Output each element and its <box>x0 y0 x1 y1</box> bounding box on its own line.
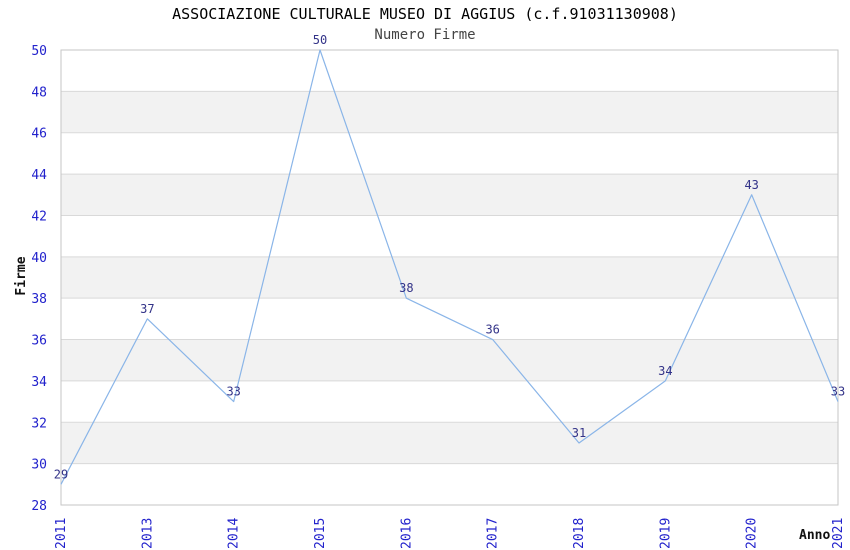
plot-band <box>61 422 838 464</box>
data-point-label: 37 <box>140 302 154 316</box>
x-tick-label: 2020 <box>745 518 760 549</box>
data-point-label: 33 <box>226 385 240 399</box>
data-point-label: 31 <box>572 426 586 440</box>
x-tick-label: 2017 <box>486 518 501 549</box>
data-point-label: 43 <box>744 178 758 192</box>
series-line <box>60 49 839 485</box>
plot-band <box>61 256 838 299</box>
y-tick-label: 32 <box>31 416 47 431</box>
data-point-label: 38 <box>399 281 413 295</box>
plot-border <box>60 49 839 506</box>
y-tick-label: 42 <box>31 209 47 224</box>
data-point-label: 29 <box>54 467 68 481</box>
x-tick-label: 2014 <box>227 518 242 549</box>
y-tick-label: 40 <box>31 251 47 266</box>
y-tick-label: 46 <box>31 127 47 142</box>
plot-band <box>61 174 838 216</box>
plot-band <box>61 91 838 133</box>
y-tick-label: 28 <box>31 499 47 514</box>
x-tick-label: 2011 <box>54 518 69 549</box>
y-tick-label: 50 <box>31 44 47 59</box>
data-point-label: 33 <box>831 385 845 399</box>
chart-subtitle: Numero Firme <box>374 27 476 43</box>
y-tick-label: 34 <box>31 375 47 390</box>
y-tick-label: 48 <box>31 85 47 100</box>
x-tick-label: 2013 <box>140 518 155 549</box>
plot-band <box>61 339 838 381</box>
x-tick-label: 2021 <box>831 518 846 549</box>
data-point-label: 34 <box>658 364 672 378</box>
chart-title: ASSOCIAZIONE CULTURALE MUSEO DI AGGIUS (… <box>172 5 678 23</box>
data-point-label: 36 <box>485 323 499 337</box>
x-axis-title: Anno <box>799 528 831 543</box>
y-tick-label: 44 <box>31 168 47 183</box>
y-tick-label: 36 <box>31 334 47 349</box>
x-tick-label: 2015 <box>313 518 328 549</box>
y-tick-label: 38 <box>31 292 47 307</box>
x-tick-label: 2019 <box>658 518 673 549</box>
x-tick-label: 2016 <box>399 518 414 549</box>
y-tick-label: 30 <box>31 458 47 473</box>
x-tick-label: 2018 <box>572 518 587 549</box>
data-point-label: 50 <box>313 33 327 47</box>
